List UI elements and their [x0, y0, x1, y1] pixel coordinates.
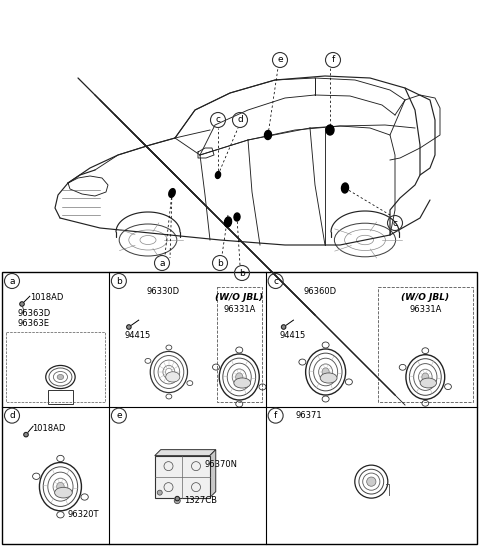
Circle shape	[24, 433, 28, 437]
Polygon shape	[155, 456, 210, 498]
Text: 96331A: 96331A	[409, 306, 442, 315]
Circle shape	[127, 325, 131, 329]
Text: c: c	[393, 218, 397, 228]
Text: (W/O JBL): (W/O JBL)	[401, 294, 449, 302]
Ellipse shape	[236, 373, 243, 381]
Ellipse shape	[422, 373, 429, 381]
Text: d: d	[9, 411, 15, 420]
Polygon shape	[210, 450, 216, 498]
Ellipse shape	[234, 378, 251, 388]
Ellipse shape	[234, 213, 240, 221]
Circle shape	[157, 490, 162, 495]
Text: b: b	[116, 276, 122, 286]
Text: 94415: 94415	[280, 330, 306, 340]
Text: 96330D: 96330D	[147, 288, 180, 296]
Bar	[378, 287, 473, 401]
Text: d: d	[237, 115, 243, 125]
Polygon shape	[155, 450, 216, 456]
Circle shape	[175, 497, 180, 501]
Text: c: c	[273, 276, 278, 286]
Bar	[48, 389, 73, 404]
Ellipse shape	[320, 373, 337, 383]
Circle shape	[174, 498, 180, 504]
Ellipse shape	[420, 378, 436, 388]
Text: 96363D: 96363D	[18, 310, 51, 318]
Text: a: a	[159, 259, 165, 267]
Text: f: f	[274, 411, 277, 420]
Ellipse shape	[326, 125, 334, 135]
Ellipse shape	[367, 477, 376, 486]
Text: 94415: 94415	[125, 330, 151, 340]
Circle shape	[281, 325, 286, 329]
Bar	[217, 287, 262, 401]
Text: f: f	[331, 55, 335, 65]
Ellipse shape	[57, 482, 64, 491]
Ellipse shape	[166, 372, 180, 382]
Ellipse shape	[341, 183, 348, 193]
Ellipse shape	[216, 172, 221, 178]
Text: 96363E: 96363E	[18, 319, 50, 329]
Ellipse shape	[55, 487, 72, 498]
Text: 1018AD: 1018AD	[32, 424, 65, 433]
Ellipse shape	[169, 189, 175, 197]
Text: 96370N: 96370N	[204, 460, 237, 469]
Text: 1018AD: 1018AD	[30, 294, 63, 302]
Ellipse shape	[322, 368, 329, 376]
Ellipse shape	[225, 217, 231, 227]
Text: 96360D: 96360D	[304, 288, 337, 296]
Text: e: e	[116, 411, 122, 420]
Bar	[6, 332, 105, 401]
Text: 96371: 96371	[296, 411, 322, 420]
Text: b: b	[239, 269, 245, 277]
Text: 96331A: 96331A	[223, 306, 255, 315]
Circle shape	[20, 302, 24, 306]
Text: e: e	[277, 55, 283, 65]
Text: c: c	[216, 115, 220, 125]
Text: b: b	[217, 259, 223, 267]
Text: a: a	[9, 276, 15, 286]
Ellipse shape	[264, 131, 272, 139]
Ellipse shape	[57, 375, 64, 380]
Text: (W/O JBL): (W/O JBL)	[215, 294, 264, 302]
Bar	[2, 272, 477, 544]
Text: 1327CB: 1327CB	[184, 496, 217, 505]
Text: 96320T: 96320T	[67, 510, 99, 519]
